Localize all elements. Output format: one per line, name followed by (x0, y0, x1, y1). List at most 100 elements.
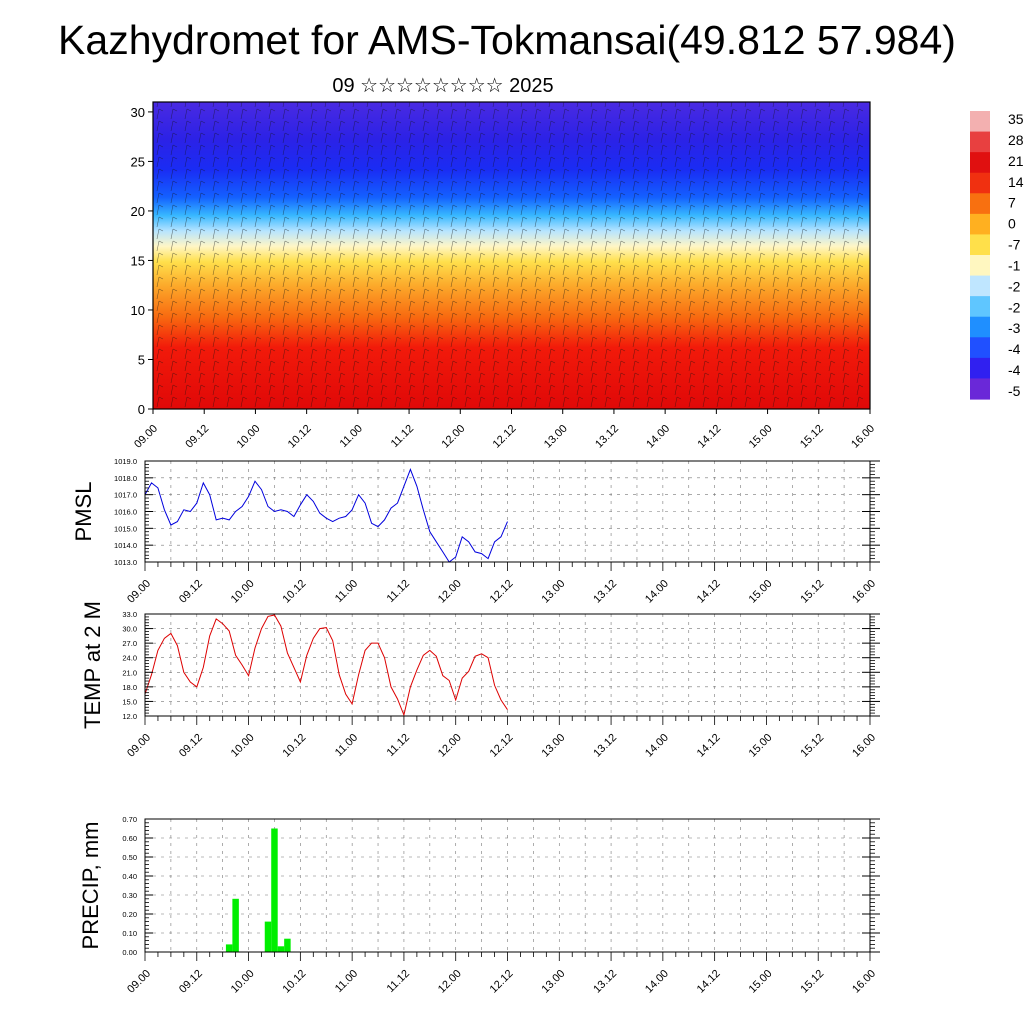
cross-section-y-axis: 0 5 10 15 20 25 30 (131, 105, 153, 417)
y-tick-label: 30 (131, 105, 145, 120)
colorbar-swatch (970, 316, 990, 338)
chart-subtitle: 09 ☆☆☆☆☆☆☆☆ 2025 (332, 75, 553, 97)
pmsl-panel: 1013.0 1014.0 1015.0 1016.0 1017.0 1018.0 1019… (71, 457, 880, 606)
colorbar-label: 0 (1008, 216, 1016, 232)
x-tick-label: 14.12 (695, 968, 723, 996)
y-tick-label: 1018.0 (114, 474, 137, 483)
x-tick-label: 12.12 (488, 732, 516, 760)
colorbar-swatch (970, 152, 990, 174)
x-tick-label: 10.12 (286, 423, 314, 451)
x-tick-label: 10.12 (281, 732, 309, 760)
y-tick-label: 0.10 (122, 929, 137, 938)
x-tick-label: 10.00 (229, 578, 257, 606)
y-tick-label: 18.0 (122, 683, 137, 692)
x-tick-label: 10.00 (235, 423, 263, 451)
precip-ylabel: PRECIP, mm (78, 822, 103, 950)
x-tick-label: 13.00 (539, 578, 567, 606)
colorbar-label: -2 (1008, 278, 1021, 294)
colorbar-swatch (970, 337, 990, 359)
x-tick-label: 11.12 (385, 578, 412, 605)
x-tick-label: 14.00 (643, 732, 671, 760)
x-tick-label: 14.00 (643, 578, 671, 606)
y-tick-label: 33.0 (122, 610, 137, 619)
colorbar-label: 7 (1008, 195, 1016, 211)
x-tick-label: 13.12 (593, 423, 621, 451)
x-tick-label: 12.00 (436, 732, 464, 760)
x-tick-label: 12.12 (491, 423, 519, 451)
y-tick-label: 5 (138, 352, 145, 367)
x-tick-label: 11.00 (333, 578, 360, 605)
colorbar-swatch (970, 357, 990, 380)
x-tick-label: 14.00 (643, 968, 671, 996)
colorbar-label: -5 (1008, 383, 1021, 399)
x-tick-label: 13.12 (591, 732, 619, 760)
temp2m-line (144, 614, 508, 717)
y-tick-label: 20 (131, 204, 145, 219)
y-tick-label: 24.0 (122, 654, 137, 663)
x-tick-label: 13.12 (591, 968, 619, 996)
x-tick-label: 15.12 (798, 423, 826, 451)
x-tick-label: 09.00 (132, 423, 160, 451)
colorbar: 35 28 21 14 7 0 -7 -1 -2 -2 -3 -4 -4 -5 (970, 111, 1024, 400)
colorbar-swatch (970, 193, 990, 215)
x-tick-label: 14.12 (695, 732, 723, 760)
y-tick-label: 15 (131, 253, 145, 268)
y-tick-label: 0.20 (122, 910, 137, 919)
x-tick-label: 12.12 (488, 968, 516, 996)
x-tick-label: 11.00 (333, 732, 360, 759)
x-tick-label: 09.00 (125, 968, 153, 996)
colorbar-label: -7 (1008, 237, 1021, 253)
y-tick-label: 0.30 (122, 891, 137, 900)
x-tick-label: 15.12 (798, 578, 826, 606)
cross-section-x-axis: 09.00 09.12 10.00 10.12 11.00 11.12 12.00 12.12… (132, 409, 877, 451)
y-tick-label: 0.50 (122, 853, 137, 862)
x-tick-label: 11.12 (389, 423, 416, 450)
x-tick-label: 16.00 (850, 732, 878, 760)
colorbar-swatch (970, 111, 990, 133)
x-tick-label: 11.12 (385, 732, 412, 759)
x-tick-label: 16.00 (850, 578, 878, 606)
colorbar-label: -2 (1008, 299, 1021, 315)
x-tick-label: 12.00 (436, 578, 464, 606)
x-tick-label: 15.00 (747, 423, 775, 451)
x-tick-label: 14.12 (695, 578, 723, 606)
precip-bar (225, 944, 233, 952)
x-tick-label: 10.12 (281, 968, 309, 996)
precip-panel: 0.00 0.10 0.20 0.30 0.40 0.50 0.60 0.70 09.00 09.… (78, 815, 880, 996)
y-tick-label: 0.00 (122, 948, 137, 957)
y-tick-label: 1017.0 (114, 491, 137, 500)
x-tick-label: 11.00 (338, 423, 365, 450)
temp-panel: 12.0 15.0 18.0 21.0 24.0 27.0 30.0 33.0 09.00 09.… (80, 601, 880, 760)
cross-section-panel: 0 5 10 15 20 25 30 09.00 09.12 10.00 10.12 11.00 11… (131, 101, 877, 451)
x-tick-label: 09.00 (125, 578, 153, 606)
x-tick-label: 09.12 (177, 732, 205, 760)
x-tick-label: 13.00 (542, 423, 570, 451)
x-tick-label: 13.12 (591, 578, 619, 606)
y-tick-label: 21.0 (122, 668, 137, 677)
precip-bar (277, 946, 285, 952)
colorbar-label: -3 (1008, 320, 1021, 336)
x-tick-label: 11.12 (385, 968, 412, 995)
y-tick-label: 1015.0 (114, 524, 137, 533)
colorbar-swatch (970, 296, 990, 318)
x-tick-label: 09.12 (177, 578, 205, 606)
x-tick-label: 13.00 (539, 732, 567, 760)
x-tick-label: 13.00 (539, 968, 567, 996)
colorbar-swatch (970, 378, 990, 400)
y-tick-label: 25 (131, 154, 145, 169)
colorbar-swatch (970, 234, 990, 256)
colorbar-label: 14 (1008, 174, 1024, 190)
y-tick-label: 12.0 (122, 712, 137, 721)
x-tick-label: 16.00 (850, 968, 878, 996)
x-tick-label: 15.00 (747, 732, 775, 760)
colorbar-swatch (970, 131, 990, 153)
x-tick-label: 15.12 (798, 732, 826, 760)
x-tick-label: 16.00 (849, 423, 877, 451)
x-tick-label: 15.00 (747, 578, 775, 606)
colorbar-label: 35 (1008, 111, 1024, 127)
y-tick-label: 0.70 (122, 815, 137, 824)
y-tick-label: 1016.0 (114, 508, 137, 517)
y-tick-label: 0 (138, 402, 145, 417)
